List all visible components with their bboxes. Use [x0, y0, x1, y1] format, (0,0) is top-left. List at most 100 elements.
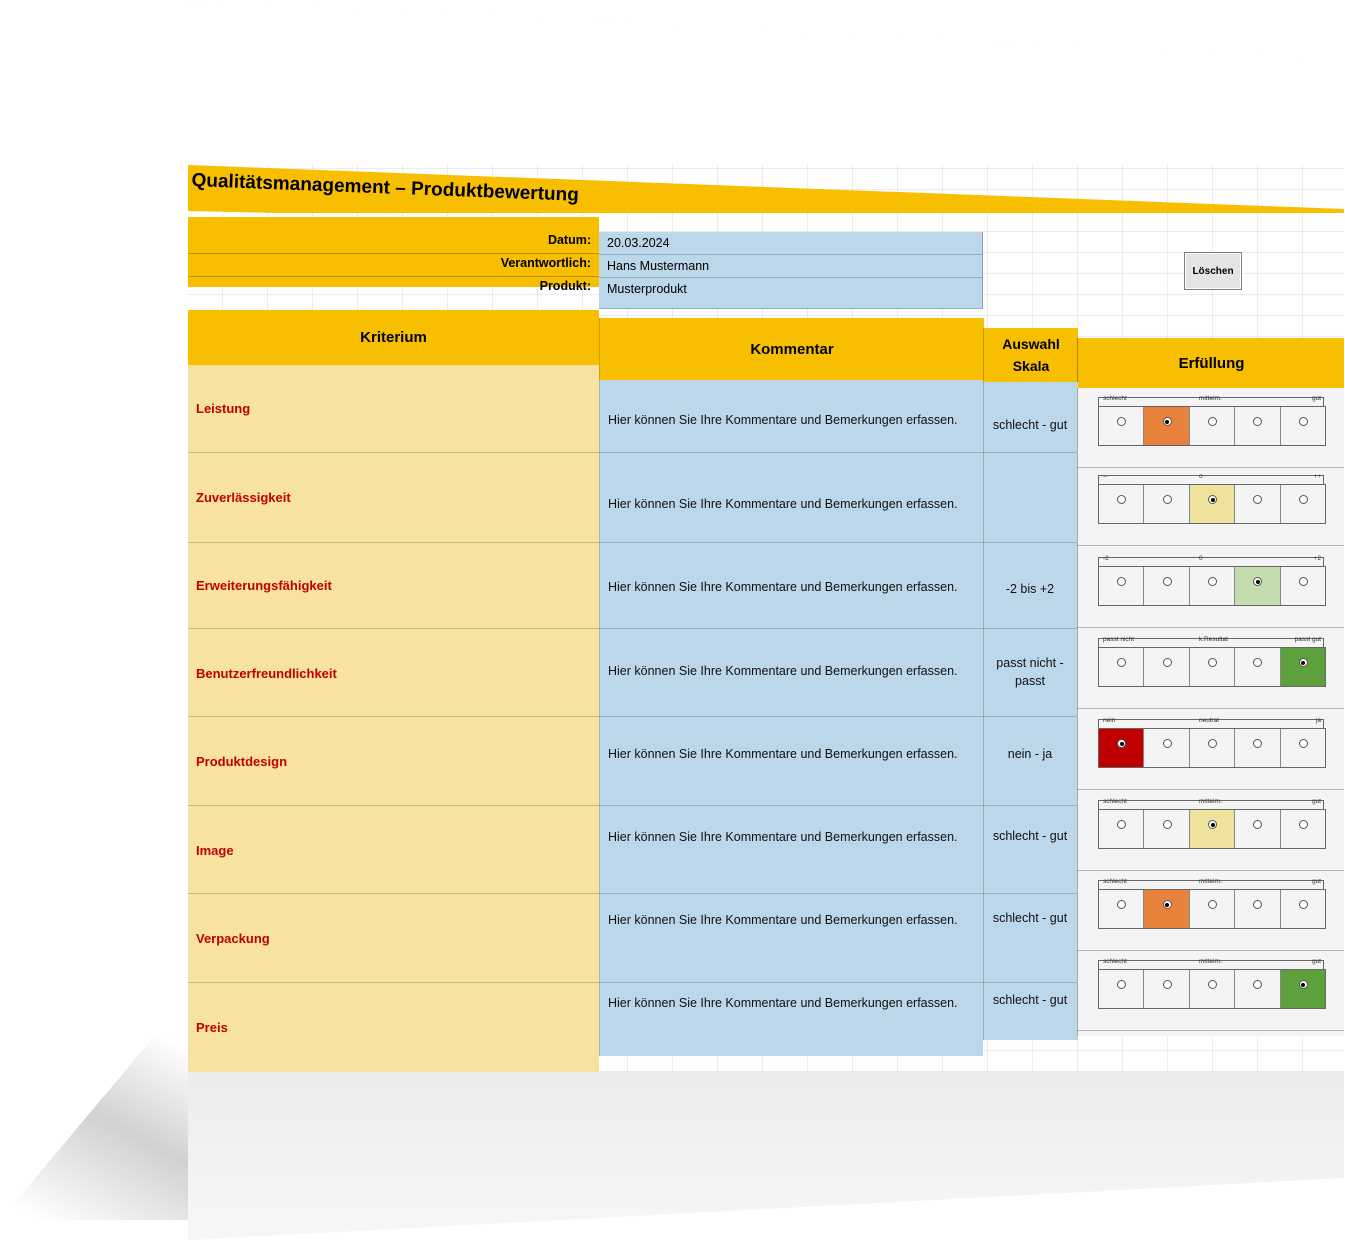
- produkt-field[interactable]: Musterprodukt: [599, 278, 983, 309]
- rating-option-4[interactable]: [1235, 567, 1281, 605]
- comment-cell[interactable]: Hier können Sie Ihre Kommentare und Beme…: [608, 413, 958, 427]
- rating-option-4[interactable]: [1235, 648, 1281, 686]
- rating-option-3[interactable]: [1189, 810, 1236, 848]
- radio-button[interactable]: [1253, 658, 1263, 667]
- rating-option-2[interactable]: [1144, 729, 1190, 767]
- rating-option-5[interactable]: [1280, 810, 1326, 848]
- radio-button[interactable]: [1117, 980, 1127, 989]
- radio-button[interactable]: [1253, 577, 1263, 586]
- rating-option-3[interactable]: [1189, 890, 1236, 928]
- radio-button[interactable]: [1162, 820, 1172, 829]
- radio-button[interactable]: [1162, 577, 1172, 586]
- rating-option-5[interactable]: [1280, 485, 1326, 523]
- radio-button[interactable]: [1298, 417, 1308, 426]
- rating-option-1[interactable]: [1099, 810, 1145, 848]
- rating-option-4[interactable]: [1235, 407, 1281, 445]
- comment-cell[interactable]: Hier können Sie Ihre Kommentare und Beme…: [608, 497, 958, 511]
- radio-button[interactable]: [1162, 739, 1172, 748]
- radio-button[interactable]: [1208, 658, 1218, 667]
- comment-cell[interactable]: Hier können Sie Ihre Kommentare und Beme…: [608, 996, 958, 1010]
- rating-option-5[interactable]: [1280, 729, 1326, 767]
- radio-button[interactable]: [1208, 739, 1218, 748]
- rating-option-2[interactable]: [1144, 485, 1190, 523]
- scale-cell[interactable]: passt nicht - passt: [996, 656, 1064, 688]
- radio-button[interactable]: [1253, 495, 1263, 504]
- rating-option-3[interactable]: [1189, 485, 1236, 523]
- verantwortlich-field[interactable]: Hans Mustermann: [599, 255, 983, 278]
- rating-option-4[interactable]: [1235, 890, 1281, 928]
- comment-cell[interactable]: Hier können Sie Ihre Kommentare und Beme…: [608, 664, 958, 678]
- rating-option-1[interactable]: [1099, 407, 1145, 445]
- radio-button[interactable]: [1253, 417, 1263, 426]
- radio-button[interactable]: [1298, 980, 1308, 989]
- radio-button[interactable]: [1117, 900, 1127, 909]
- radio-button[interactable]: [1162, 900, 1172, 909]
- rating-option-5[interactable]: [1280, 890, 1326, 928]
- rating-option-2[interactable]: [1144, 648, 1190, 686]
- rating-option-5[interactable]: [1280, 648, 1326, 686]
- scale-cell[interactable]: -2 bis +2: [1005, 582, 1055, 596]
- radio-button[interactable]: [1298, 658, 1308, 667]
- rating-option-3[interactable]: [1189, 407, 1236, 445]
- rating-option-2[interactable]: [1144, 407, 1190, 445]
- scale-cell[interactable]: schlecht - gut: [992, 829, 1068, 843]
- rating-option-5[interactable]: [1280, 567, 1326, 605]
- comment-cell[interactable]: Hier können Sie Ihre Kommentare und Beme…: [608, 747, 958, 761]
- radio-button[interactable]: [1208, 980, 1218, 989]
- radio-button[interactable]: [1208, 900, 1218, 909]
- radio-button[interactable]: [1298, 739, 1308, 748]
- radio-button[interactable]: [1162, 980, 1172, 989]
- radio-button[interactable]: [1253, 739, 1263, 748]
- radio-button[interactable]: [1253, 900, 1263, 909]
- radio-button[interactable]: [1117, 417, 1127, 426]
- radio-button[interactable]: [1162, 417, 1172, 426]
- rating-option-2[interactable]: [1144, 567, 1190, 605]
- radio-button[interactable]: [1208, 820, 1218, 829]
- radio-button[interactable]: [1253, 980, 1263, 989]
- rating-option-1[interactable]: [1099, 648, 1145, 686]
- scale-cell[interactable]: schlecht - gut: [992, 993, 1068, 1007]
- scale-cell[interactable]: nein - ja: [1007, 747, 1053, 761]
- datum-field[interactable]: 20.03.2024: [599, 232, 983, 255]
- radio-button[interactable]: [1253, 820, 1263, 829]
- rating-option-5[interactable]: [1280, 407, 1326, 445]
- radio-button[interactable]: [1208, 577, 1218, 586]
- rating-option-3[interactable]: [1189, 729, 1236, 767]
- rating-option-1[interactable]: [1099, 890, 1145, 928]
- rating-option-4[interactable]: [1235, 485, 1281, 523]
- rating-option-1[interactable]: [1099, 729, 1145, 767]
- radio-button[interactable]: [1117, 739, 1127, 748]
- scale-cell[interactable]: schlecht - gut: [992, 911, 1068, 925]
- radio-button[interactable]: [1298, 900, 1308, 909]
- rating-option-4[interactable]: [1235, 970, 1281, 1008]
- radio-button[interactable]: [1117, 820, 1127, 829]
- scale-cell[interactable]: schlecht - gut: [992, 418, 1068, 432]
- comment-cell[interactable]: Hier können Sie Ihre Kommentare und Beme…: [608, 580, 958, 594]
- radio-button[interactable]: [1298, 577, 1308, 586]
- radio-button[interactable]: [1208, 417, 1218, 426]
- rating-option-2[interactable]: [1144, 970, 1190, 1008]
- radio-button[interactable]: [1162, 495, 1172, 504]
- radio-button[interactable]: [1298, 495, 1308, 504]
- rating-option-1[interactable]: [1099, 970, 1145, 1008]
- rating-option-1[interactable]: [1099, 567, 1145, 605]
- comment-cell[interactable]: Hier können Sie Ihre Kommentare und Beme…: [608, 913, 958, 927]
- comment-cell[interactable]: Hier können Sie Ihre Kommentare und Beme…: [608, 830, 958, 844]
- radio-button[interactable]: [1117, 577, 1127, 586]
- radio-button[interactable]: [1162, 658, 1172, 667]
- rating-option-3[interactable]: [1189, 567, 1236, 605]
- rating-option-3[interactable]: [1189, 970, 1236, 1008]
- rating-option-2[interactable]: [1144, 890, 1190, 928]
- rating-option-4[interactable]: [1235, 810, 1281, 848]
- rating-option-2[interactable]: [1144, 810, 1190, 848]
- rating-options: [1098, 889, 1326, 929]
- radio-button[interactable]: [1298, 820, 1308, 829]
- clear-button[interactable]: Löschen: [1184, 252, 1242, 290]
- radio-button[interactable]: [1208, 495, 1218, 504]
- radio-button[interactable]: [1117, 495, 1127, 504]
- radio-button[interactable]: [1117, 658, 1127, 667]
- rating-option-5[interactable]: [1280, 970, 1326, 1008]
- rating-option-1[interactable]: [1099, 485, 1145, 523]
- rating-option-4[interactable]: [1235, 729, 1281, 767]
- rating-option-3[interactable]: [1189, 648, 1236, 686]
